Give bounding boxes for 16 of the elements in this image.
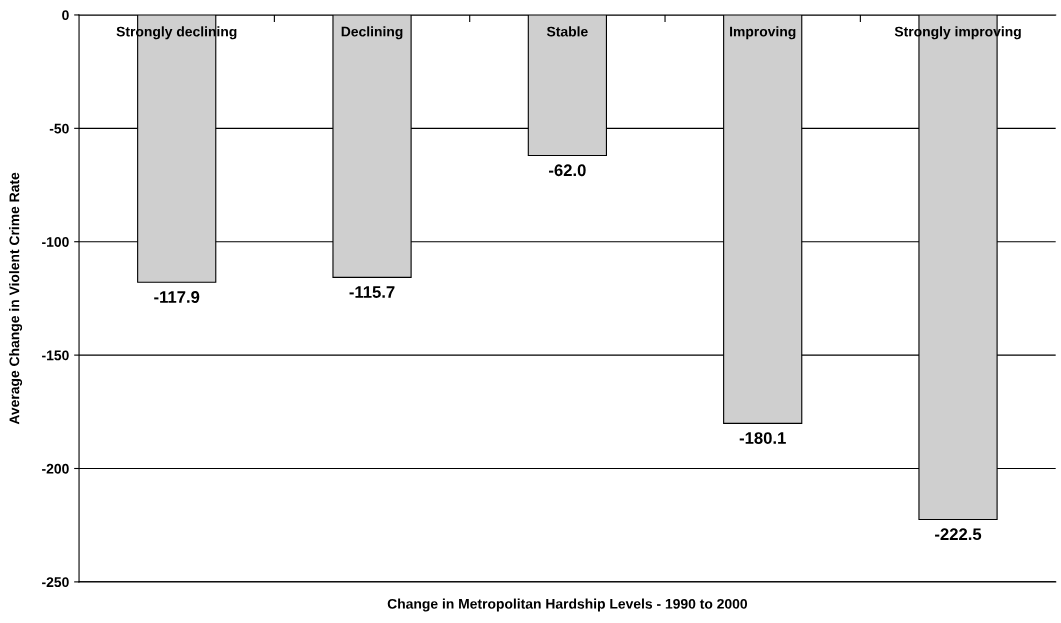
y-axis-title: Average Change in Violent Crime Rate (9, 172, 23, 425)
data-label: -180.1 (739, 432, 786, 444)
x-tick-label: Declining (341, 26, 403, 40)
x-tick-label: Stable (546, 26, 588, 37)
data-label: -117.9 (154, 291, 200, 303)
data-label: -62.0 (549, 164, 586, 177)
x-axis-title: Change in Metropolitan Hardship Levels - 1990 to 2000 (387, 598, 748, 612)
x-tick-label: Improving (730, 26, 796, 40)
data-label: -115.7 (349, 286, 395, 298)
y-tick-label: 0 (62, 10, 69, 21)
y-tick-label: -100 (42, 237, 69, 247)
y-tick-label: -50 (49, 123, 69, 134)
y-tick-label: -250 (42, 577, 69, 588)
y-tick-label: -150 (42, 350, 69, 361)
y-tick-label: -200 (42, 463, 69, 474)
data-label: -222.5 (935, 528, 982, 541)
